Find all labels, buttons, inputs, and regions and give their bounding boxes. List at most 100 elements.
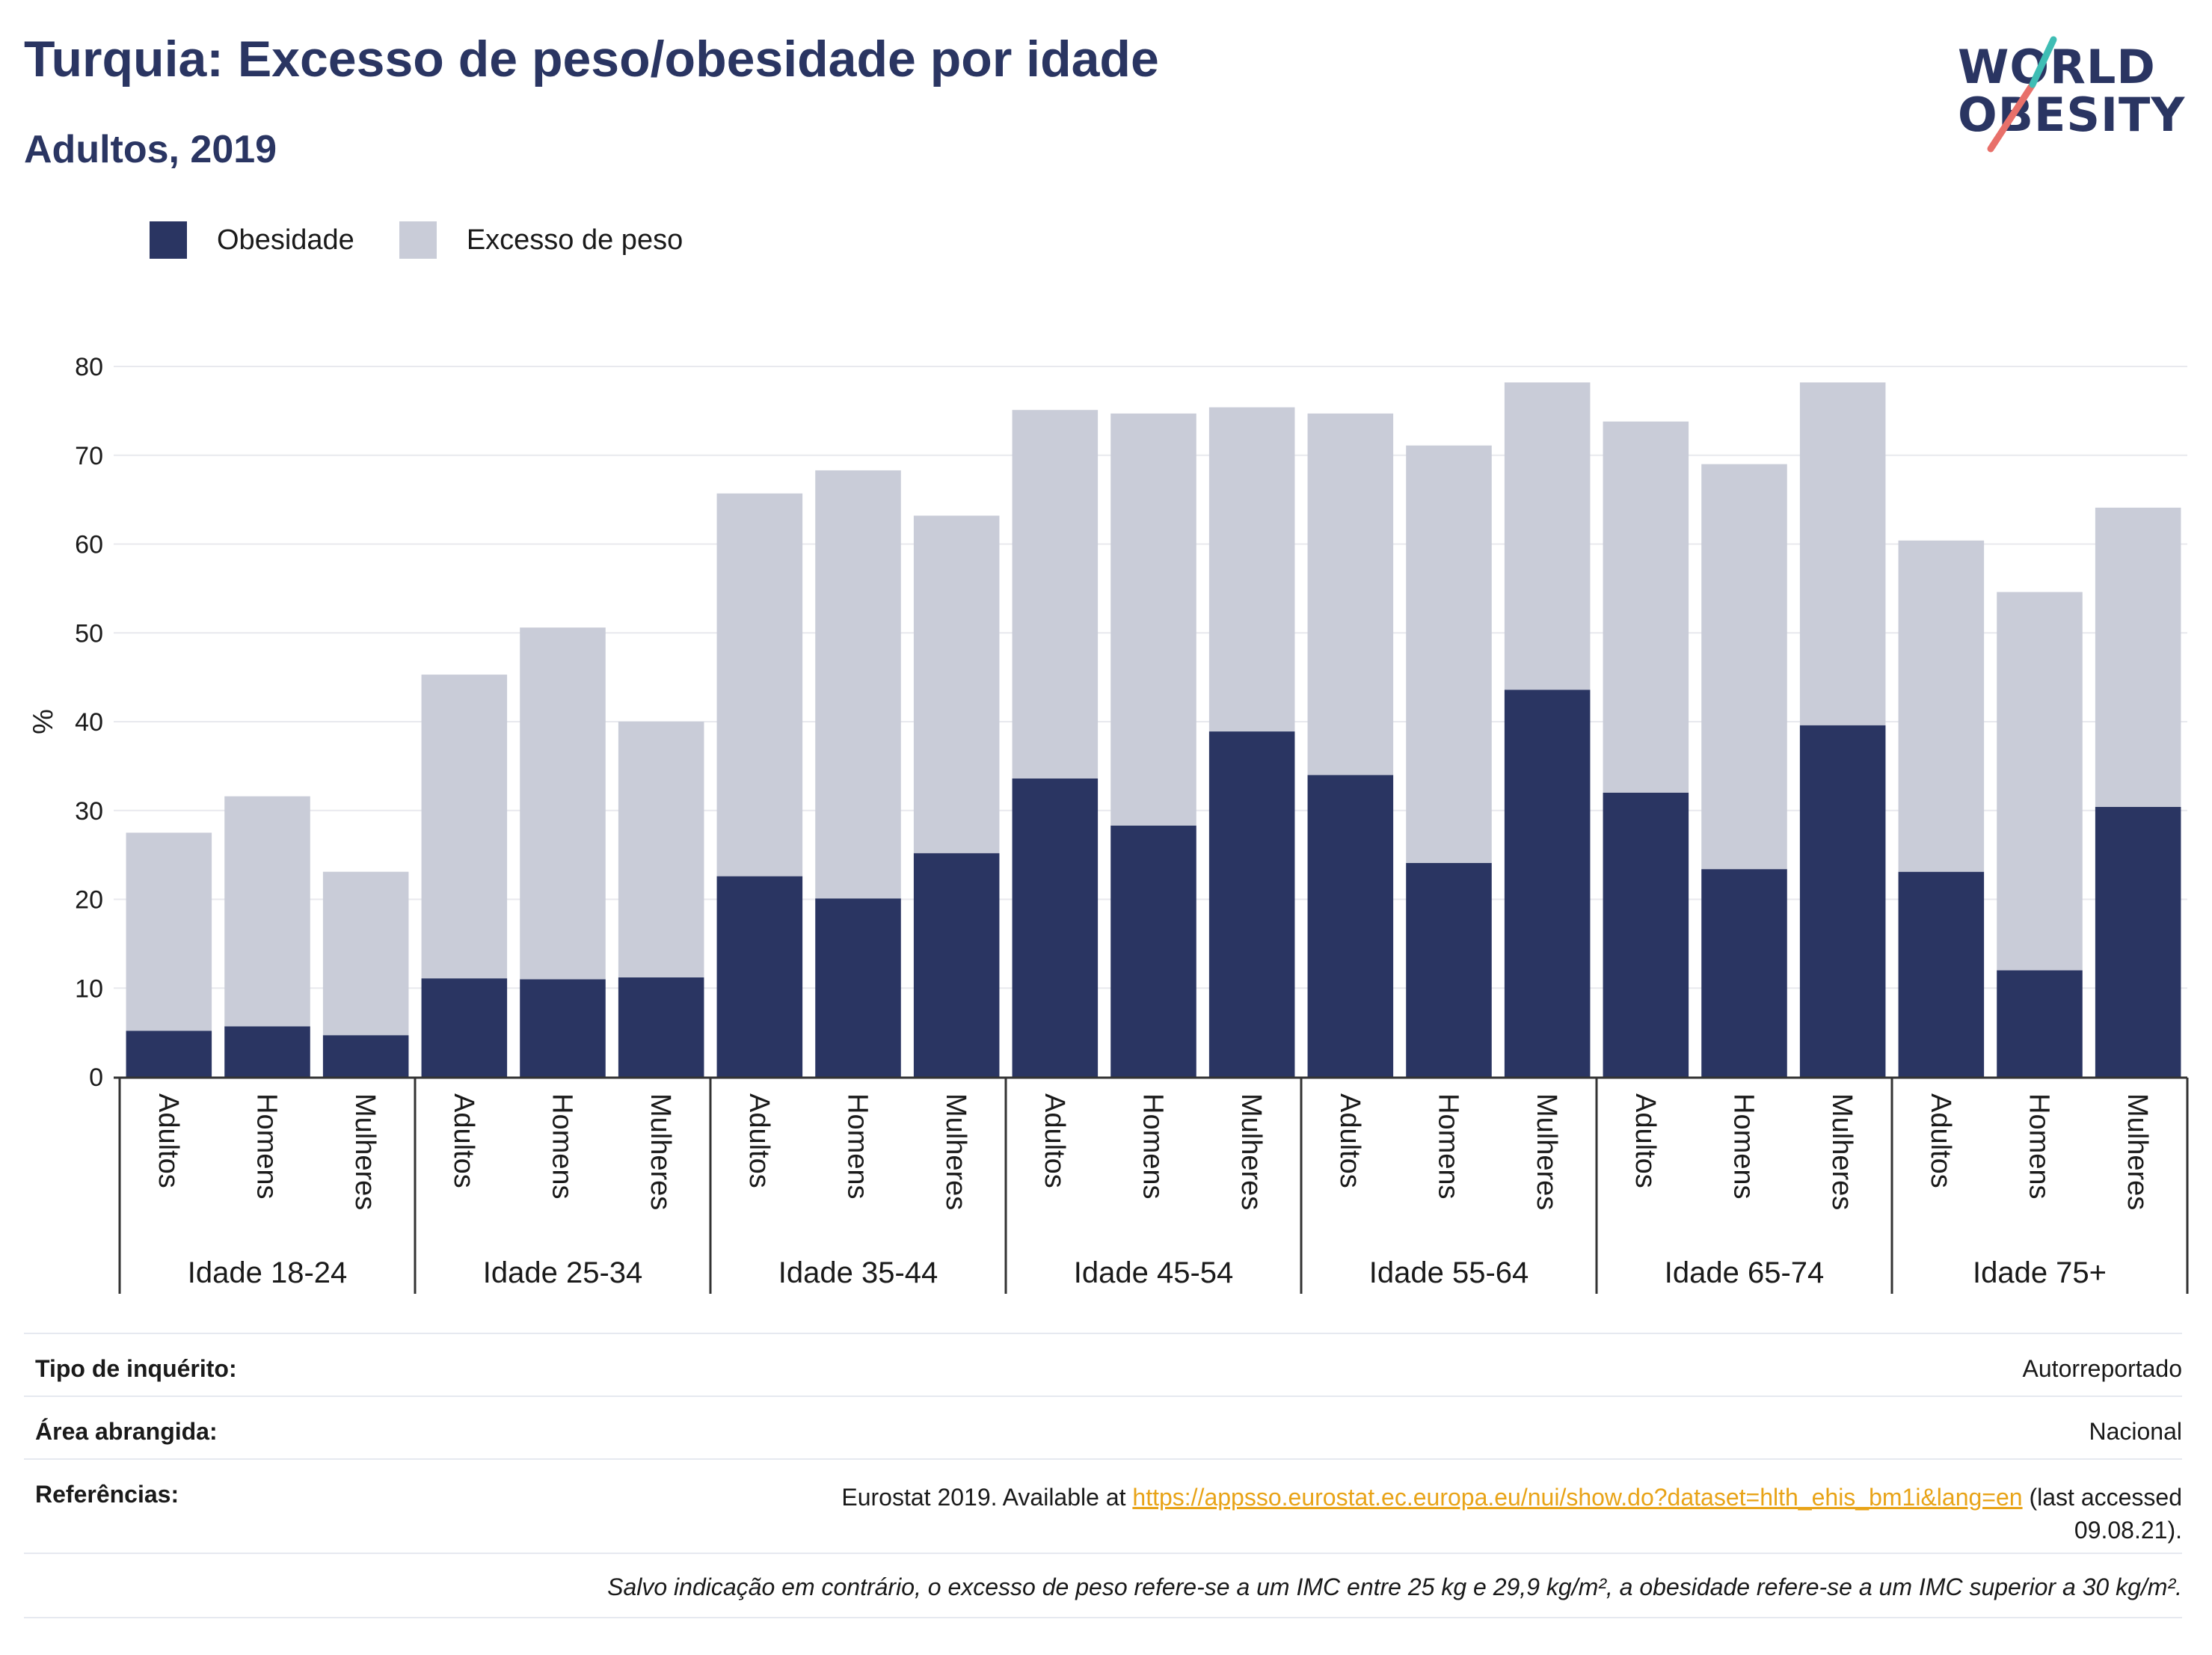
legend-label-obesidade: Obesidade (217, 224, 354, 256)
legend-swatch-excesso (399, 221, 437, 259)
references-prefix: Eurostat 2019. Available at (841, 1484, 1133, 1511)
bar-obesidade (520, 979, 606, 1077)
bar-excesso-de-peso (815, 470, 901, 899)
x-subcategory-label: Adultos (1629, 1093, 1661, 1188)
x-group-label: Idade 75+ (1973, 1256, 2107, 1289)
x-subcategory-label: Homens (1433, 1093, 1464, 1200)
x-group-label: Idade 25-34 (483, 1256, 643, 1289)
x-subcategory-label: Homens (2024, 1093, 2055, 1200)
x-subcategory-label: Adultos (448, 1093, 479, 1188)
bar-obesidade (322, 1035, 409, 1077)
x-subcategory-label: Adultos (1925, 1093, 1956, 1188)
bar-obesidade (1012, 779, 1099, 1077)
bar-excesso-de-peso (1110, 413, 1196, 826)
logo-line-1: WORLD (1958, 40, 2156, 94)
x-subcategory-label: Mulheres (2122, 1093, 2153, 1210)
y-tick-label: 10 (75, 974, 103, 1003)
references-suffix: (last accessed (2022, 1484, 2182, 1511)
x-subcategory-label: Homens (251, 1093, 283, 1200)
bar-obesidade (1307, 775, 1394, 1077)
logo-line-2: OBESITY (1958, 87, 2186, 142)
bar-excesso-de-peso (913, 515, 1000, 853)
bar-obesidade (224, 1026, 310, 1077)
x-group-label: Idade 65-74 (1665, 1256, 1825, 1289)
bar-excesso-de-peso (322, 871, 409, 1036)
bar-obesidade (618, 977, 704, 1077)
x-subcategory-label: Mulheres (645, 1093, 676, 1210)
y-tick-label: 20 (75, 886, 103, 915)
bar-excesso-de-peso (1504, 382, 1591, 690)
bar-excesso-de-peso (126, 832, 212, 1031)
definition-note: Salvo indicação em contrário, o excesso … (607, 1573, 2182, 1600)
bar-obesidade (421, 978, 508, 1077)
bar-obesidade (1799, 725, 1886, 1077)
bar-excesso-de-peso (224, 796, 310, 1027)
bar-excesso-de-peso (2095, 507, 2181, 807)
x-subcategory-label: Mulheres (1826, 1093, 1858, 1210)
info-value: Nacional (2089, 1418, 2182, 1445)
y-tick-label: 40 (75, 708, 103, 737)
bar-excesso-de-peso (1898, 540, 1985, 872)
bar-obesidade (1208, 731, 1295, 1077)
references-text: Eurostat 2019. Available at https://apps… (841, 1481, 2182, 1547)
legend-label-excesso: Excesso de peso (466, 224, 683, 256)
world-obesity-logo: WORLD OBESITY (1952, 34, 2191, 161)
bar-excesso-de-peso (1701, 464, 1787, 870)
x-subcategory-label: Mulheres (1531, 1093, 1562, 1210)
info-row-references: Referências: Eurostat 2019. Available at… (24, 1458, 2182, 1554)
info-key: Referências: (35, 1481, 179, 1508)
bar-obesidade (913, 853, 1000, 1077)
bar-excesso-de-peso (1307, 413, 1394, 776)
info-value: Autorreportado (2022, 1355, 2182, 1382)
info-row-area: Área abrangida: Nacional (24, 1395, 2182, 1460)
x-subcategory-label: Adultos (1334, 1093, 1365, 1188)
bar-excesso-de-peso (716, 493, 803, 876)
legend-swatch-obesidade (150, 221, 187, 259)
x-subcategory-label: Homens (1137, 1093, 1169, 1200)
y-tick-label: 50 (75, 619, 103, 648)
bar-excesso-de-peso (421, 675, 508, 979)
bar-obesidade (1110, 825, 1196, 1077)
y-tick-label: 60 (75, 531, 103, 559)
x-group-label: Idade 18-24 (188, 1256, 348, 1289)
x-group-label: Idade 45-54 (1074, 1256, 1234, 1289)
bar-excesso-de-peso (520, 627, 606, 980)
bar-obesidade (1603, 793, 1689, 1077)
bar-excesso-de-peso (1603, 421, 1689, 793)
bar-obesidade (815, 898, 901, 1077)
x-subcategory-label: Adultos (1039, 1093, 1070, 1188)
y-tick-label: 0 (89, 1063, 103, 1092)
x-subcategory-label: Mulheres (349, 1093, 381, 1210)
bar-excesso-de-peso (1799, 382, 1886, 725)
y-tick-label: 70 (75, 442, 103, 470)
info-key: Área abrangida: (35, 1418, 218, 1445)
legend-item-excesso[interactable]: Excesso de peso (399, 221, 683, 259)
bar-obesidade (1701, 869, 1787, 1077)
references-date: 09.08.21). (2074, 1517, 2182, 1544)
chart-legend: Obesidade Excesso de peso (150, 221, 728, 259)
x-group-label: Idade 35-44 (778, 1256, 938, 1289)
bar-obesidade (1997, 970, 2083, 1077)
y-axis-label: % (28, 709, 59, 734)
bar-obesidade (716, 876, 803, 1077)
info-row-survey-type: Tipo de inquérito: Autorreportado (24, 1333, 2182, 1397)
stacked-bar-chart: 0 10 20 30 40 50 60 70 80% Adultos Homens Mulheres A… (28, 353, 2189, 1294)
page-subtitle: Adultos, 2019 (24, 128, 277, 171)
page-title: Turquia: Excesso de peso/obesidade por i… (24, 31, 1159, 87)
legend-item-obesidade[interactable]: Obesidade (150, 221, 354, 259)
x-subcategory-label: Adultos (743, 1093, 775, 1188)
bar-obesidade (2095, 807, 2181, 1077)
x-subcategory-label: Mulheres (940, 1093, 971, 1210)
bar-excesso-de-peso (1012, 410, 1099, 779)
x-subcategory-label: Homens (547, 1093, 578, 1200)
x-subcategory-label: Homens (842, 1093, 873, 1200)
bar-obesidade (1898, 871, 1985, 1077)
logo-slash-icon (1987, 36, 2057, 153)
x-subcategory-label: Adultos (153, 1093, 184, 1188)
bar-obesidade (1406, 862, 1492, 1077)
info-row-note: Salvo indicação em contrário, o excesso … (24, 1553, 2182, 1618)
bar-excesso-de-peso (1997, 592, 2083, 971)
y-tick-label: 80 (75, 353, 103, 381)
references-link[interactable]: https://appsso.eurostat.ec.europa.eu/nui… (1132, 1484, 2023, 1511)
bar-excesso-de-peso (1208, 407, 1295, 732)
